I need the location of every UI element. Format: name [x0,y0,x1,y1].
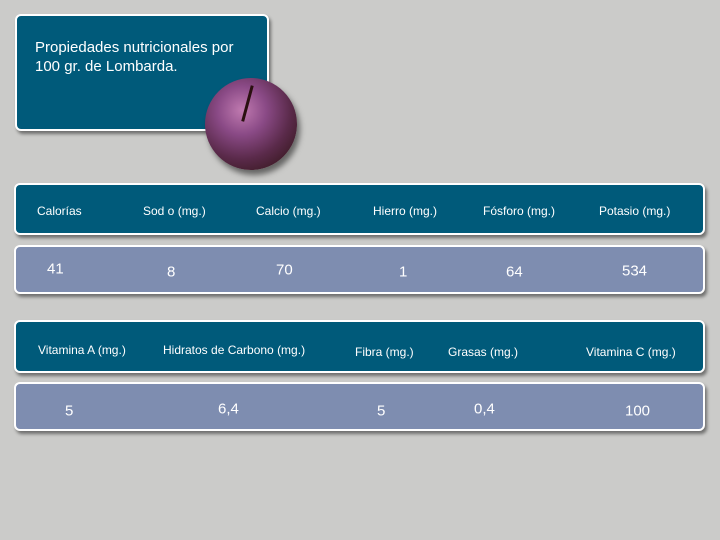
table2-values: 5 6,4 5 0,4 100 [14,382,705,431]
value-vitamina-a: 5 [65,402,74,420]
value-grasas: 0,4 [474,400,495,418]
page-title: Propiedades nutricionales por 100 gr. de… [35,39,234,75]
header-hierro: Hierro (mg.) [373,204,438,218]
header-calorias: Calorías [37,204,82,218]
header-vitamina-c: Vitamina C (mg.) [586,345,676,359]
header-fibra: Fibra (mg.) [355,345,414,359]
header-vitamina-a: Vitamina A (mg.) [38,343,126,357]
table2-header: Vitamina A (mg.) Hidratos de Carbono (mg… [14,320,705,373]
table1-values: 41 8 70 1 64 534 [14,245,705,294]
value-calcio: 70 [276,261,293,279]
title-box: Propiedades nutricionales por 100 gr. de… [15,14,269,131]
value-hidratos: 6,4 [218,400,239,418]
table1-header: Calorías Sod o (mg.) Calcio (mg.) Hierro… [14,183,705,235]
value-fosforo: 64 [506,263,523,281]
header-calcio: Calcio (mg.) [256,204,321,218]
value-hierro: 1 [399,263,408,281]
value-calorias: 41 [47,260,64,278]
header-sodio: Sod o (mg.) [143,204,206,218]
header-hidratos: Hidratos de Carbono (mg.) [163,343,306,357]
red-cabbage-image [205,78,297,170]
header-fosforo: Fósforo (mg.) [483,204,556,218]
header-grasas: Grasas (mg.) [448,345,519,359]
value-fibra: 5 [377,402,386,420]
value-sodio: 8 [167,263,176,281]
header-potasio: Potasio (mg.) [599,204,671,218]
value-potasio: 534 [622,262,648,280]
value-vitamina-c: 100 [625,402,651,420]
